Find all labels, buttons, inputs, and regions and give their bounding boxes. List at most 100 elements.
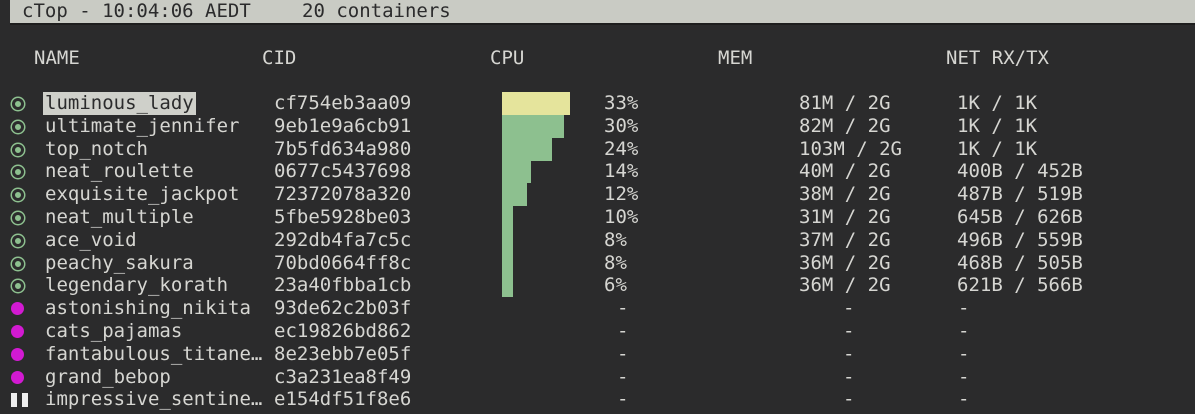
memory-usage: 82M / 2G xyxy=(799,114,891,137)
container-row[interactable]: ultimate_jennifer 9eb1e9a6cb91 30% 82M / 2G… xyxy=(0,114,1195,138)
running-status-icon xyxy=(12,120,24,133)
container-id: c3a231ea8f49 xyxy=(274,365,412,388)
container-row[interactable]: neat_roulette 0677c5437698 14% 40M / 2G 400B… xyxy=(0,160,1195,184)
memory-usage: 38M / 2G xyxy=(799,183,891,206)
cpu-bar xyxy=(502,183,527,207)
container-row[interactable]: ace_void 292db4fa7c5c 8% 37M / 2G 496B / 559… xyxy=(0,228,1195,252)
column-header-cid[interactable]: CID xyxy=(262,47,297,69)
network-rx-tx: 468B / 505B xyxy=(957,251,1083,274)
running-status-icon xyxy=(12,212,24,224)
cpu-percent: - xyxy=(617,342,629,365)
container-name[interactable]: impressive_sentine… xyxy=(45,388,263,411)
container-name[interactable]: grand_bebop xyxy=(45,365,171,388)
cpu-percent: 33% xyxy=(604,92,639,114)
cpu-bar xyxy=(502,114,564,138)
network-rx-tx: 645B / 626B xyxy=(957,206,1083,228)
cpu-percent: 14% xyxy=(604,160,639,183)
memory-usage: 40M / 2G xyxy=(799,160,891,183)
network-rx-tx: - xyxy=(958,297,970,320)
container-row[interactable]: top_notch 7b5fd634a980 24% 103M / 2G 1K / 1K xyxy=(0,137,1195,161)
container-row[interactable]: peachy_sakura 70bd0664ff8c 8% 36M / 2G 468B … xyxy=(0,251,1195,275)
network-rx-tx: - xyxy=(958,365,970,388)
network-rx-tx: 487B / 519B xyxy=(957,183,1083,206)
cpu-percent: 8% xyxy=(604,251,627,274)
memory-usage: - xyxy=(843,342,855,365)
container-name[interactable]: neat_multiple xyxy=(45,206,194,228)
cpu-percent: 6% xyxy=(604,274,627,297)
cpu-percent: 30% xyxy=(604,114,639,137)
container-id: ec19826bd862 xyxy=(274,320,412,342)
container-row[interactable]: legendary_korath 23a40fbba1cb 6% 36M / 2G 62… xyxy=(0,274,1195,298)
network-rx-tx: - xyxy=(958,342,970,365)
column-header-net[interactable]: NET RX/TX xyxy=(946,47,1049,69)
cpu-bar xyxy=(502,160,531,184)
memory-usage: 36M / 2G xyxy=(799,251,891,274)
container-name[interactable]: ace_void xyxy=(45,228,137,251)
network-rx-tx: 1K / 1K xyxy=(957,92,1038,114)
cpu-bar xyxy=(502,228,513,252)
cpu-bar xyxy=(502,92,570,115)
column-header-mem[interactable]: MEM xyxy=(718,47,753,69)
cpu-percent: 12% xyxy=(604,183,639,206)
stopped-status-icon xyxy=(11,325,24,338)
container-name[interactable]: fantabulous_titane… xyxy=(45,342,263,365)
memory-usage: - xyxy=(843,388,855,411)
network-rx-tx: 621B / 566B xyxy=(957,274,1083,297)
title-bar: cTop - 10:04:06 AEDT 20 containers xyxy=(10,0,1195,25)
container-name[interactable]: peachy_sakura xyxy=(45,251,194,274)
container-id: 72372078a320 xyxy=(274,183,412,206)
cpu-bar xyxy=(502,137,552,161)
container-row[interactable]: grand_bebop c3a231ea8f49 - - - xyxy=(0,366,1195,389)
container-id: cf754eb3aa09 xyxy=(274,92,412,114)
container-row[interactable]: exquisite_jackpot 72372078a320 12% 38M / 2G… xyxy=(0,183,1195,207)
container-name[interactable]: ultimate_jennifer xyxy=(45,114,240,137)
network-rx-tx: 1K / 1K xyxy=(957,114,1038,137)
container-row[interactable]: impressive_sentine… e154df51f8e6 - - - xyxy=(0,388,1195,411)
memory-usage: - xyxy=(843,297,855,320)
container-id: 292db4fa7c5c xyxy=(274,228,412,251)
column-header-name[interactable]: NAME xyxy=(34,47,80,69)
memory-usage: - xyxy=(843,365,855,388)
network-rx-tx: 1K / 1K xyxy=(957,137,1038,160)
container-id: 70bd0664ff8c xyxy=(274,251,412,274)
container-row[interactable]: cats_pajamas ec19826bd862 - - - xyxy=(0,320,1195,343)
cpu-percent: 24% xyxy=(604,137,639,160)
container-count: 20 containers xyxy=(302,0,451,22)
network-rx-tx: - xyxy=(958,320,970,342)
running-status-icon xyxy=(12,166,24,179)
memory-usage: 81M / 2G xyxy=(799,92,891,114)
container-name[interactable]: neat_roulette xyxy=(45,160,194,183)
container-name[interactable]: exquisite_jackpot xyxy=(45,183,240,206)
container-id: 0677c5437698 xyxy=(274,160,412,183)
memory-usage: 103M / 2G xyxy=(799,137,902,160)
app-title-clock: cTop - 10:04:06 AEDT xyxy=(22,0,251,22)
container-id: 9eb1e9a6cb91 xyxy=(274,114,412,137)
network-rx-tx: - xyxy=(958,388,970,411)
running-status-icon xyxy=(12,143,24,156)
container-row[interactable]: luminous_lady cf754eb3aa09 33% 81M / 2G 1K /… xyxy=(0,92,1195,115)
container-name[interactable]: cats_pajamas xyxy=(45,320,183,342)
running-status-icon xyxy=(12,98,24,110)
container-id: 93de62c2b03f xyxy=(274,297,412,320)
container-row[interactable]: neat_multiple 5fbe5928be03 10% 31M / 2G 645B… xyxy=(0,206,1195,229)
container-row[interactable]: astonishing_nikita 93de62c2b03f - - - xyxy=(0,297,1195,320)
cpu-percent: - xyxy=(617,388,629,411)
running-status-icon xyxy=(12,189,24,202)
container-id: 8e23ebb7e05f xyxy=(274,342,412,365)
network-rx-tx: 496B / 559B xyxy=(957,228,1083,251)
cpu-percent: - xyxy=(617,320,629,342)
container-name[interactable]: luminous_lady xyxy=(43,92,196,115)
container-row[interactable]: fantabulous_titane… 8e23ebb7e05f - - - xyxy=(0,343,1195,366)
container-id: 23a40fbba1cb xyxy=(274,274,412,297)
container-name[interactable]: astonishing_nikita xyxy=(45,297,251,320)
cpu-percent: 8% xyxy=(604,228,627,251)
cpu-percent: - xyxy=(617,365,629,388)
container-name[interactable]: top_notch xyxy=(45,137,148,160)
memory-usage: 37M / 2G xyxy=(799,228,891,251)
container-name[interactable]: legendary_korath xyxy=(45,274,229,297)
cpu-percent: 10% xyxy=(604,206,639,228)
memory-usage: - xyxy=(843,320,855,342)
column-header-cpu[interactable]: CPU xyxy=(490,47,525,69)
cpu-percent: - xyxy=(617,297,629,320)
cpu-bar xyxy=(502,274,513,298)
